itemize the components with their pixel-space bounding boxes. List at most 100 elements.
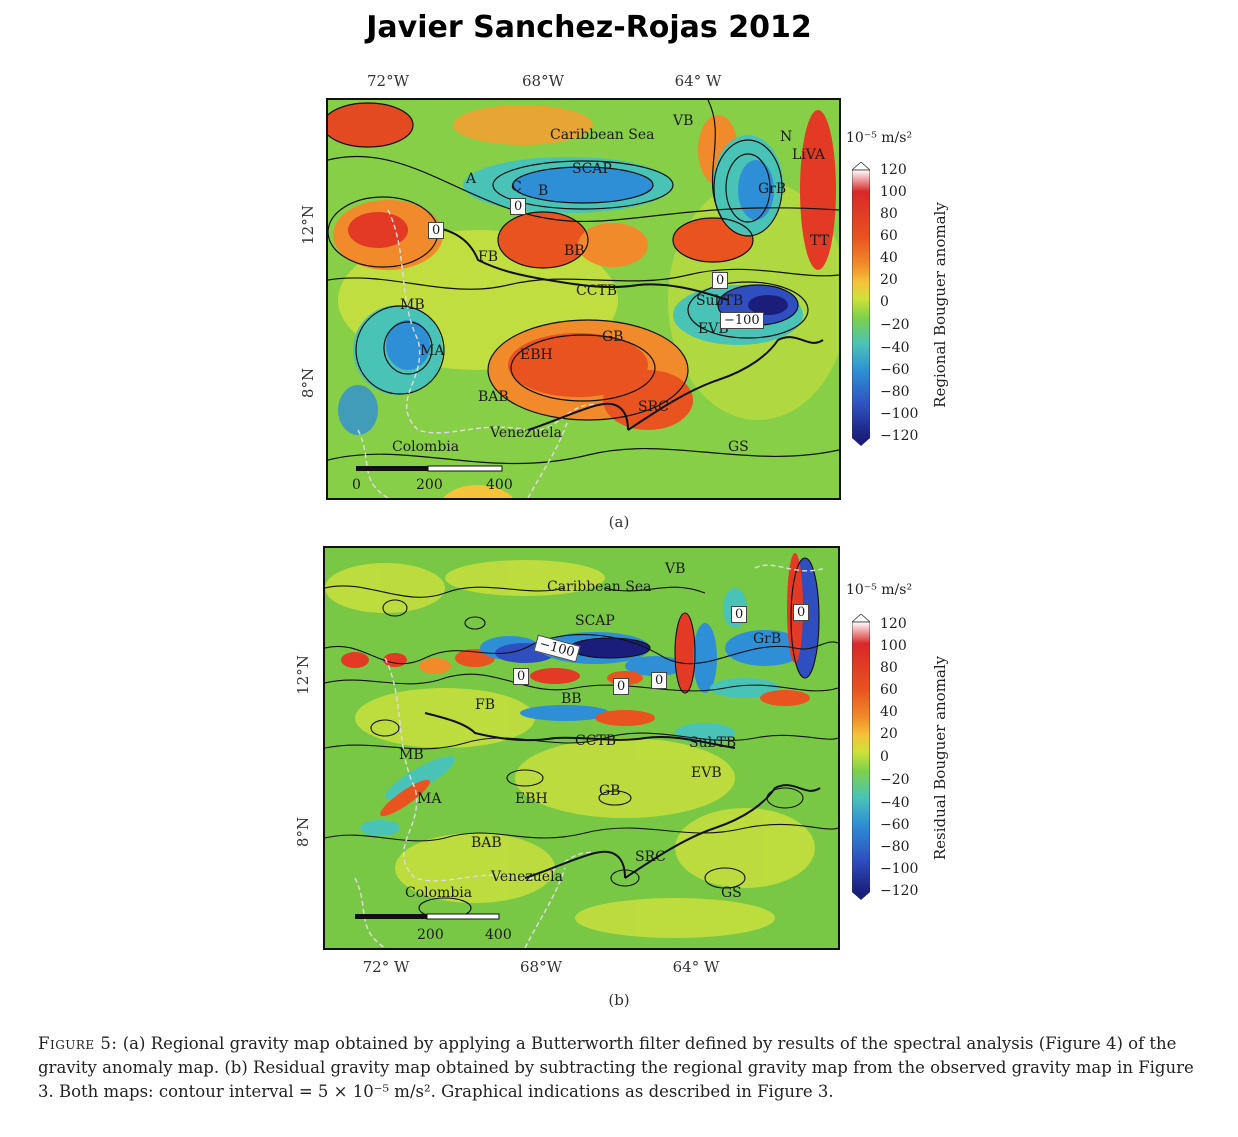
colorbar-b-tick: −120 <box>880 883 919 899</box>
colorbar-a-tick: 20 <box>880 272 898 288</box>
panel-a-lon-64w: 64° W <box>674 72 722 90</box>
label-gb: GB <box>602 329 624 345</box>
label-subtb: SubTB <box>689 735 737 751</box>
colorbar-a-tick: 40 <box>880 250 898 266</box>
colorbar-b-tick: −100 <box>880 861 919 877</box>
label-subtb: SubTB <box>696 293 744 309</box>
colorbar-b-tick: 100 <box>880 638 907 654</box>
colorbar-a-tick: 80 <box>880 206 898 222</box>
label-cctb: CCTB <box>576 283 618 299</box>
contour-label: 0 <box>731 606 748 623</box>
contour-label: 0 <box>712 272 729 289</box>
label-gb: GB <box>599 783 621 799</box>
residual-gravity-map-graphic <box>325 548 838 948</box>
label-scap: SCAP <box>575 613 615 629</box>
colorbar-a-tick: 0 <box>880 294 889 310</box>
contour-label: −100 <box>720 312 764 329</box>
label-venezuela: Venezuela <box>490 425 562 441</box>
colorbar-a-tick: −60 <box>880 362 910 378</box>
label-grb: GrB <box>758 181 787 197</box>
label-src: SRC <box>635 849 666 865</box>
panel-a-lon-68w: 68°W <box>521 72 565 90</box>
label-vb: VB <box>665 561 686 577</box>
label-caribbean-sea: Caribbean Sea <box>547 579 652 595</box>
scale-label: 400 <box>486 477 513 493</box>
colorbar-a-tick: 100 <box>880 184 907 200</box>
regional-gravity-map-graphic <box>328 100 839 498</box>
contour-label: 0 <box>651 672 668 689</box>
contour-label: 0 <box>613 678 630 695</box>
label-fb: FB <box>475 697 496 713</box>
label-fb: FB <box>478 249 499 265</box>
colorbar-a-title: Regional Bouguer anomaly <box>931 202 949 408</box>
label-bab: BAB <box>478 389 509 405</box>
colorbar-b-tick: 0 <box>880 749 889 765</box>
panel-b-lon-64w: 64° W <box>672 958 720 976</box>
contour-label: 0 <box>510 198 527 215</box>
contour-label: 0 <box>793 604 810 621</box>
label-ma: MA <box>420 343 445 359</box>
label-cctb: CCTB <box>575 733 617 749</box>
label-bab: BAB <box>471 835 502 851</box>
panel-a-lat-8n: 8°N <box>299 367 317 399</box>
colorbar-a-tick: −120 <box>880 428 919 444</box>
colorbar-a-tick: −80 <box>880 384 910 400</box>
label-mb: MB <box>399 747 424 763</box>
colorbar-b-tick: −60 <box>880 817 910 833</box>
regional-gravity-map: Caribbean Sea VB N LiVA SCAP A C B GrB F… <box>326 98 841 500</box>
panel-a-lat-12n: 12°N <box>299 205 317 245</box>
label-colombia: Colombia <box>392 439 460 455</box>
label-tt: TT <box>810 233 829 249</box>
label-src: SRC <box>638 399 669 415</box>
colorbar-a-tick: −40 <box>880 340 910 356</box>
label-venezuela: Venezuela <box>491 869 563 885</box>
panel-b-lon-72w: 72° W <box>362 958 410 976</box>
caption-text: (a) Regional gravity map obtained by app… <box>38 1034 1194 1101</box>
label-b: B <box>538 183 549 199</box>
label-bb: BB <box>564 243 585 259</box>
label-n: N <box>780 129 793 145</box>
colorbar-a-tick: −20 <box>880 317 910 333</box>
scale-label: 200 <box>416 477 443 493</box>
colorbar-a-unit: 10⁻⁵ m/s² <box>846 130 913 146</box>
label-ebh: EBH <box>520 347 553 363</box>
scale-label: 0 <box>352 477 361 493</box>
contour-label: 0 <box>513 668 530 685</box>
page-title: Javier Sanchez-Rojas 2012 <box>366 10 812 45</box>
label-caribbean-sea: Caribbean Sea <box>550 127 655 143</box>
colorbar-b-tick: 60 <box>880 682 898 698</box>
scale-label: 200 <box>417 927 444 943</box>
label-c: C <box>511 179 522 195</box>
colorbar-b-unit: 10⁻⁵ m/s² <box>846 582 913 598</box>
colorbar-b-tick: 20 <box>880 726 898 742</box>
label-liva: LiVA <box>792 147 826 163</box>
panel-b-lat-12n: 12°N <box>294 655 312 695</box>
label-gs: GS <box>728 439 749 455</box>
label-evb: EVB <box>691 765 722 781</box>
label-mb: MB <box>400 297 425 313</box>
colorbar-b-tick: −40 <box>880 795 910 811</box>
label-scap: SCAP <box>572 161 612 177</box>
colorbar-b-tick: 80 <box>880 660 898 676</box>
colorbar-b <box>850 613 872 900</box>
colorbar-a-tick: 120 <box>880 162 907 178</box>
colorbar-b-tick: −20 <box>880 772 910 788</box>
colorbar-b-title: Residual Bouguer anomaly <box>931 655 949 861</box>
figure-label: Figure 5: <box>38 1034 118 1053</box>
label-gs: GS <box>721 885 742 901</box>
figure-caption: Figure 5: (a) Regional gravity map obtai… <box>38 1032 1210 1104</box>
colorbar-b-tick: 120 <box>880 616 907 632</box>
panel-a-label: (a) <box>608 513 630 531</box>
colorbar-a-tick: 60 <box>880 228 898 244</box>
colorbar-b-tick: −80 <box>880 839 910 855</box>
colorbar-a-tick: −100 <box>880 406 919 422</box>
panel-b-lon-68w: 68°W <box>519 958 563 976</box>
scale-label: 400 <box>485 927 512 943</box>
residual-gravity-map: Caribbean Sea VB SCAP GrB BB FB CCTB Sub… <box>323 546 840 950</box>
panel-b-label: (b) <box>608 991 630 1009</box>
label-ma: MA <box>417 791 442 807</box>
panel-b-lat-8n: 8°N <box>294 816 312 848</box>
contour-label: 0 <box>428 222 445 239</box>
label-a: A <box>466 171 477 187</box>
colorbar-b-tick: 40 <box>880 704 898 720</box>
